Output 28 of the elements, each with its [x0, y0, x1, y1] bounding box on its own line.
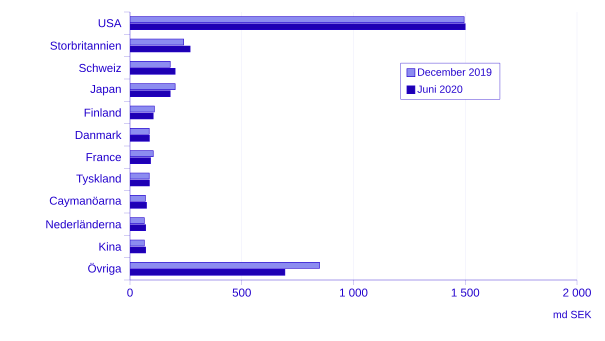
y-tick-label: Danmark: [76, 130, 122, 140]
y-tick-label: Storbritannien: [50, 41, 121, 50]
bar: [130, 16, 464, 23]
x-axis-title: md SEK: [554, 310, 592, 318]
y-tick-label: USA: [98, 19, 122, 28]
y-tick-label: Finland: [84, 108, 121, 117]
x-tick-label: 1 500: [452, 288, 480, 297]
x-tick-label: 2 000: [563, 288, 591, 297]
legend-label: Juni 2020: [417, 85, 462, 93]
bar: [130, 23, 466, 30]
bar: [130, 262, 320, 269]
y-tick-label: Övriga: [88, 262, 122, 275]
bar: [130, 269, 286, 276]
bar: [130, 68, 176, 75]
bar: [130, 90, 171, 97]
y-tick-label: France: [86, 153, 121, 162]
y-tick-label: Nederländerna: [46, 220, 122, 228]
y-tick-label: Caymanöarna: [50, 196, 122, 208]
x-tick-label: 500: [232, 288, 251, 297]
x-tick-label: 0: [127, 288, 133, 297]
legend-label: December 2019: [418, 68, 492, 76]
x-tick-label: 1 000: [340, 288, 368, 297]
bar: [130, 61, 171, 68]
y-tick-label: Tyskland: [76, 174, 121, 185]
y-tick-label: Japan: [90, 85, 121, 96]
y-tick-label: Schweiz: [79, 64, 121, 72]
bar: [130, 83, 176, 90]
y-tick-label: Kina: [99, 242, 122, 251]
